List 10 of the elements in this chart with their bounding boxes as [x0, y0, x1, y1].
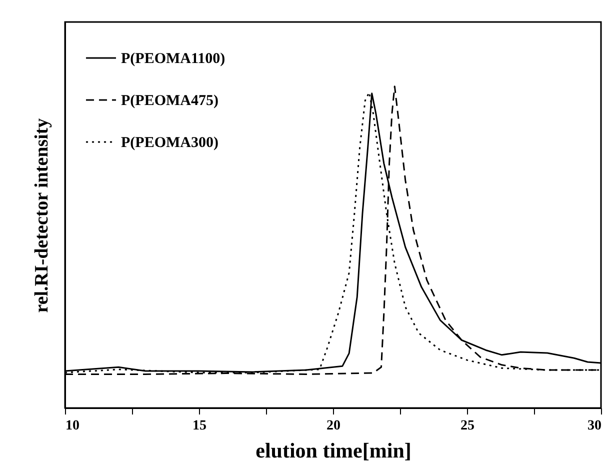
legend-label: P(PEOMA475): [121, 93, 218, 109]
x-tick-label: 15: [192, 418, 206, 434]
x-tick-label: 20: [326, 418, 340, 434]
x-axis-title: elution time[min]: [256, 438, 412, 462]
x-tick-label: 25: [460, 418, 474, 434]
y-axis-title: rel.RI-detector intensity: [32, 118, 52, 313]
x-tick-label: 30: [588, 418, 602, 434]
x-tick-label: 10: [66, 418, 80, 434]
legend-label: P(PEOMA1100): [121, 51, 226, 67]
legend-label: P(PEOMA300): [121, 135, 218, 151]
